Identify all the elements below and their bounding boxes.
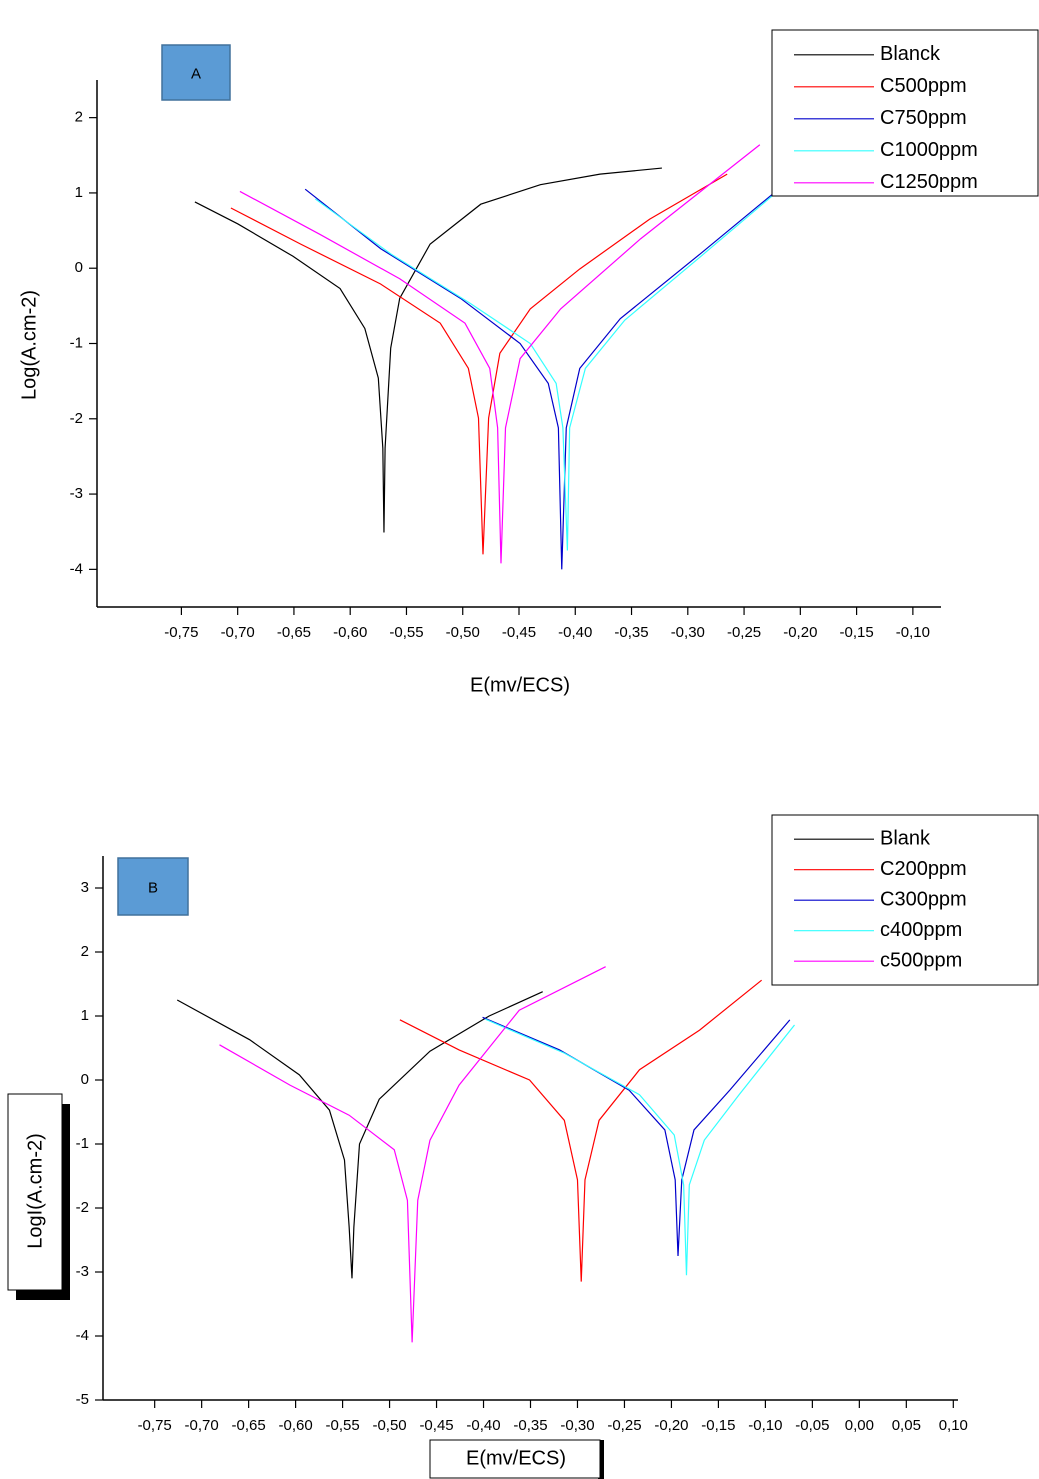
y-tick-label: 0 <box>81 1071 89 1088</box>
series-line <box>304 188 773 570</box>
y-tick-label: 1 <box>75 184 83 201</box>
y-tick-label: -3 <box>70 485 83 502</box>
x-tick-label: -0,10 <box>896 624 930 641</box>
y-tick-label: -1 <box>76 1135 89 1152</box>
x-tick-label: -0,30 <box>560 1417 594 1434</box>
x-tick-label: -0,30 <box>671 624 705 641</box>
series-line <box>194 167 662 533</box>
x-tick-label: -0,75 <box>164 624 198 641</box>
series-line <box>176 991 543 1279</box>
y-tick-label: 3 <box>81 879 89 896</box>
annotation-box <box>161 44 231 101</box>
x-tick-label: -0,15 <box>839 624 873 641</box>
y-tick-label: -4 <box>76 1327 89 1344</box>
x-axis-label: E(mv/ECS) <box>470 674 570 696</box>
x-tick-label: -0,70 <box>221 624 255 641</box>
y-axis-label: LogI(A.cm-2) <box>24 1133 46 1249</box>
x-tick-label: -0,40 <box>466 1417 500 1434</box>
legend-label: c500ppm <box>880 949 962 971</box>
series-line <box>239 144 761 564</box>
series-line <box>230 173 728 555</box>
x-tick-label: 0,00 <box>845 1417 874 1434</box>
x-tick-label: -0,45 <box>419 1417 453 1434</box>
x-tick-label: -0,60 <box>279 1417 313 1434</box>
xlabel-box <box>429 1439 601 1479</box>
x-tick-label: -0,50 <box>446 624 480 641</box>
series-line <box>485 1018 795 1276</box>
xlabel-shadow <box>598 1440 604 1479</box>
x-tick-label: -0,45 <box>502 624 536 641</box>
y-tick-label: 2 <box>81 943 89 960</box>
legend-box <box>771 29 1039 197</box>
y-tick-label: -5 <box>76 1391 89 1408</box>
x-tick-label: -0,25 <box>727 624 761 641</box>
ylabel-box <box>7 1093 63 1291</box>
x-tick-label: -0,55 <box>389 624 423 641</box>
legend-label: C500ppm <box>880 75 967 97</box>
x-tick-label: -0,20 <box>654 1417 688 1434</box>
annotation-box <box>117 857 189 916</box>
y-tick-label: -2 <box>76 1199 89 1216</box>
legend-label: C1250ppm <box>880 171 978 193</box>
series-line <box>314 195 773 551</box>
x-tick-label: -0,65 <box>277 624 311 641</box>
x-tick-label: -0,75 <box>138 1417 172 1434</box>
legend-label: C300ppm <box>880 888 967 910</box>
x-tick-label: -0,55 <box>325 1417 359 1434</box>
x-tick-label: -0,10 <box>748 1417 782 1434</box>
x-tick-label: -0,15 <box>701 1417 735 1434</box>
x-tick-label: 0,05 <box>892 1417 921 1434</box>
legend-label: Blank <box>880 827 931 849</box>
x-tick-label: -0,25 <box>607 1417 641 1434</box>
y-tick-label: -3 <box>76 1263 89 1280</box>
legend-label: Blanck <box>880 43 941 65</box>
series-line <box>399 979 763 1282</box>
x-tick-label: -0,20 <box>783 624 817 641</box>
legend-label: c400ppm <box>880 919 962 941</box>
y-tick-label: 2 <box>75 109 83 126</box>
x-axis-label: E(mv/ECS) <box>466 1447 566 1469</box>
series-line <box>219 966 606 1343</box>
legend-label: C1000ppm <box>880 139 978 161</box>
x-tick-label: -0,50 <box>372 1417 406 1434</box>
legend-label: C200ppm <box>880 858 967 880</box>
y-tick-label: -4 <box>70 560 83 577</box>
x-tick-label: -0,05 <box>795 1417 829 1434</box>
annotation: A <box>191 65 201 82</box>
x-tick-label: -0,40 <box>558 624 592 641</box>
x-tick-label: -0,65 <box>232 1417 266 1434</box>
x-tick-label: -0,70 <box>185 1417 219 1434</box>
x-tick-label: -0,35 <box>614 624 648 641</box>
y-tick-label: -1 <box>70 334 83 351</box>
y-tick-label: 0 <box>75 259 83 276</box>
annotation: B <box>148 879 158 896</box>
legend-label: C750ppm <box>880 107 967 129</box>
x-tick-label: 0,10 <box>939 1417 968 1434</box>
y-tick-label: -2 <box>70 410 83 427</box>
x-tick-label: -0,60 <box>333 624 367 641</box>
y-axis-label: Log(A.cm-2) <box>18 290 40 400</box>
y-tick-label: 1 <box>81 1007 89 1024</box>
x-tick-label: -0,35 <box>513 1417 547 1434</box>
